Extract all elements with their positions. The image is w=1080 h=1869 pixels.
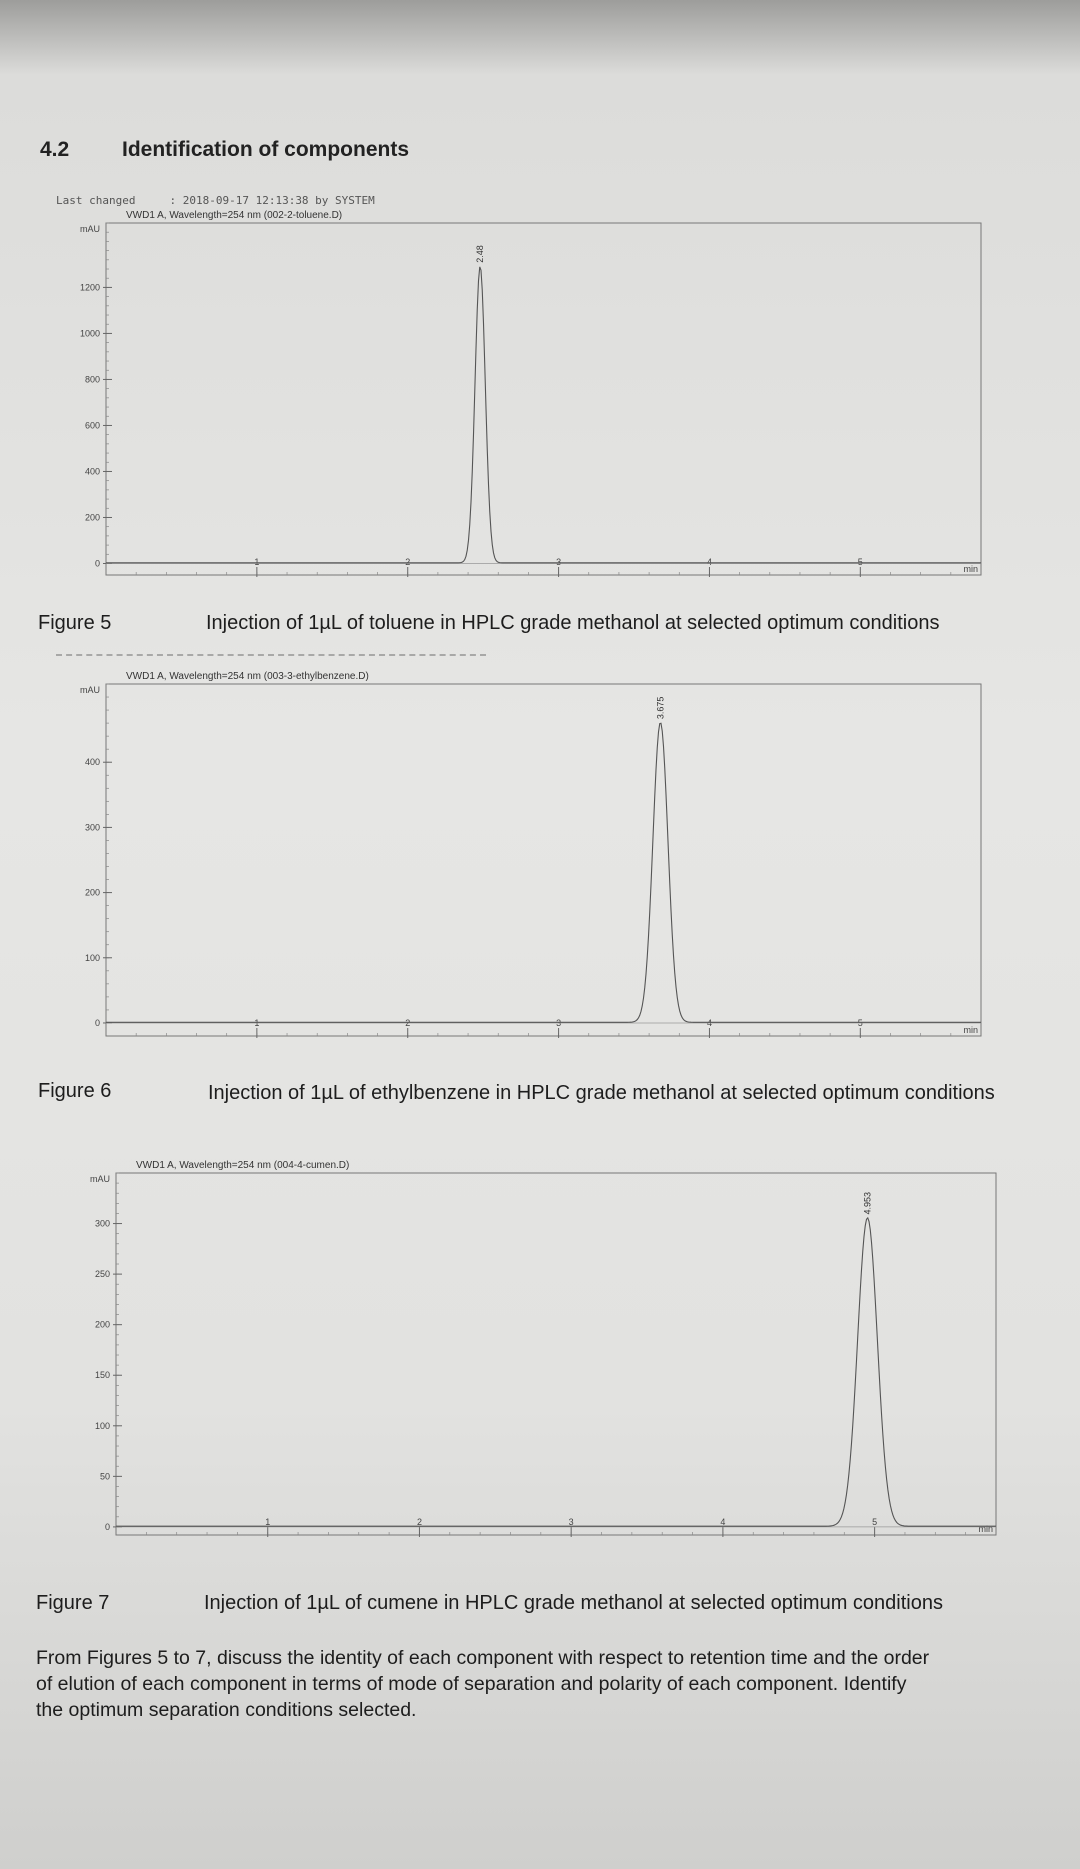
question-line-1: From Figures 5 to 7, discuss the identit… [36, 1647, 930, 1669]
x-axis-label: min [978, 1524, 993, 1534]
y-tick-label: 250 [95, 1269, 110, 1279]
last-changed-label: Last changed [56, 194, 136, 207]
x-tick-label: 4 [707, 557, 712, 567]
chromatogram-cumene: VWD1 A, Wavelength=254 nm (004-4-cumen.D… [66, 1155, 997, 1550]
chromatogram-ethylbenzene: VWD1 A, Wavelength=254 nm (003-3-ethylbe… [56, 666, 986, 1051]
chromatogram-trace [106, 722, 981, 1023]
chromatogram-trace [116, 1216, 996, 1527]
plot-frame [105, 222, 982, 576]
y-tick-label: 0 [105, 1522, 110, 1532]
x-tick-label: 1 [254, 557, 259, 567]
y-tick-label: 800 [85, 374, 100, 384]
y-tick-label: 400 [85, 466, 100, 476]
y-tick-label: 200 [85, 888, 100, 898]
discussion-question: From Figures 5 to 7, discuss the identit… [36, 1645, 1080, 1723]
y-axis-label: mAU [80, 224, 100, 234]
last-changed-value: : 2018-09-17 12:13:38 by SYSTEM [169, 194, 375, 207]
caption-figure-6: Figure 6 Injection of 1µL of ethylbenzen… [38, 1080, 1080, 1136]
y-axis-label: mAU [80, 685, 100, 695]
chart-svg: VWD1 A, Wavelength=254 nm (002-2-toluene… [80, 210, 982, 577]
y-tick-label: 200 [85, 512, 100, 522]
y-tick-label: 50 [100, 1471, 110, 1481]
figure-7-label: Figure 7 [36, 1592, 110, 1614]
chart-header: VWD1 A, Wavelength=254 nm (004-4-cumen.D… [136, 1160, 349, 1171]
section-title: Identification of components [122, 138, 409, 161]
x-tick-label: 5 [872, 1517, 877, 1527]
y-tick-label: 0 [95, 558, 100, 568]
x-tick-label: 2 [417, 1517, 422, 1527]
y-tick-label: 0 [95, 1018, 100, 1028]
figure-7-description: Injection of 1µL of cumene in HPLC grade… [204, 1592, 943, 1614]
question-line-3: the optimum separation conditions select… [36, 1699, 417, 1721]
last-changed-line: Last changed : 2018-09-17 12:13:38 by SYS… [56, 194, 409, 207]
x-axis-label: min [963, 1025, 978, 1035]
x-tick-label: 5 [858, 557, 863, 567]
y-tick-label: 300 [85, 822, 100, 832]
figure-5-description: Injection of 1µL of toluene in HPLC grad… [206, 612, 940, 634]
plot-frame [105, 683, 982, 1037]
smudged-metadata-line [56, 654, 486, 660]
y-tick-label: 150 [95, 1370, 110, 1380]
x-tick-label: 3 [556, 557, 561, 567]
question-line-2: of elution of each component in terms of… [36, 1673, 907, 1695]
y-tick-label: 300 [95, 1219, 110, 1229]
plot-frame [115, 1172, 997, 1536]
chart-svg: VWD1 A, Wavelength=254 nm (004-4-cumen.D… [90, 1160, 997, 1537]
x-tick-label: 3 [569, 1517, 574, 1527]
x-tick-label: 2 [405, 557, 410, 567]
y-tick-label: 600 [85, 420, 100, 430]
chart-header: VWD1 A, Wavelength=254 nm (002-2-toluene… [126, 210, 342, 221]
figure-6-label: Figure 6 [38, 1080, 112, 1102]
y-axis-label: mAU [90, 1174, 110, 1184]
y-tick-label: 1000 [80, 328, 100, 338]
peak-rt-label: 4.953 [862, 1192, 872, 1215]
y-tick-label: 100 [95, 1421, 110, 1431]
figure-6-description: Injection of 1µL of ethylbenzene in HPLC… [208, 1082, 995, 1104]
chart-header: VWD1 A, Wavelength=254 nm (003-3-ethylbe… [126, 671, 369, 682]
peak-rt-label: 3.675 [655, 697, 665, 720]
chromatogram-trace [106, 266, 981, 564]
chromatogram-toluene: VWD1 A, Wavelength=254 nm (002-2-toluene… [56, 205, 986, 590]
figure-5-label: Figure 5 [38, 612, 112, 634]
section-number: 4.2 [40, 138, 70, 161]
y-tick-label: 100 [85, 953, 100, 963]
y-tick-label: 1200 [80, 282, 100, 292]
y-tick-label: 400 [85, 757, 100, 767]
peak-rt-label: 2.48 [475, 245, 485, 263]
chart-svg: VWD1 A, Wavelength=254 nm (003-3-ethylbe… [80, 671, 982, 1038]
y-tick-label: 200 [95, 1320, 110, 1330]
x-axis-label: min [963, 564, 978, 574]
x-tick-label: 1 [265, 1517, 270, 1527]
x-tick-label: 4 [720, 1517, 725, 1527]
